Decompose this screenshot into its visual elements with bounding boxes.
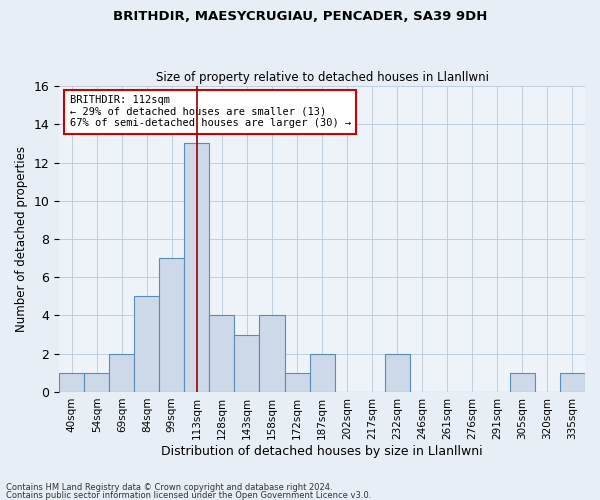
Bar [510,373,535,392]
Bar [235,334,259,392]
Title: Size of property relative to detached houses in Llanllwni: Size of property relative to detached ho… [155,70,488,84]
Bar [109,354,134,392]
Bar [184,144,209,392]
Text: BRITHDIR, MAESYCRUGIAU, PENCADER, SA39 9DH: BRITHDIR, MAESYCRUGIAU, PENCADER, SA39 9… [113,10,487,23]
Bar [385,354,410,392]
Bar [310,354,335,392]
Text: BRITHDIR: 112sqm
← 29% of detached houses are smaller (13)
67% of semi-detached : BRITHDIR: 112sqm ← 29% of detached house… [70,95,351,128]
Bar [259,316,284,392]
Bar [160,258,184,392]
Bar [84,373,109,392]
Bar [134,296,160,392]
Text: Contains HM Land Registry data © Crown copyright and database right 2024.: Contains HM Land Registry data © Crown c… [6,484,332,492]
Bar [560,373,585,392]
Y-axis label: Number of detached properties: Number of detached properties [15,146,28,332]
Bar [284,373,310,392]
X-axis label: Distribution of detached houses by size in Llanllwni: Distribution of detached houses by size … [161,444,483,458]
Bar [59,373,84,392]
Bar [209,316,235,392]
Text: Contains public sector information licensed under the Open Government Licence v3: Contains public sector information licen… [6,490,371,500]
